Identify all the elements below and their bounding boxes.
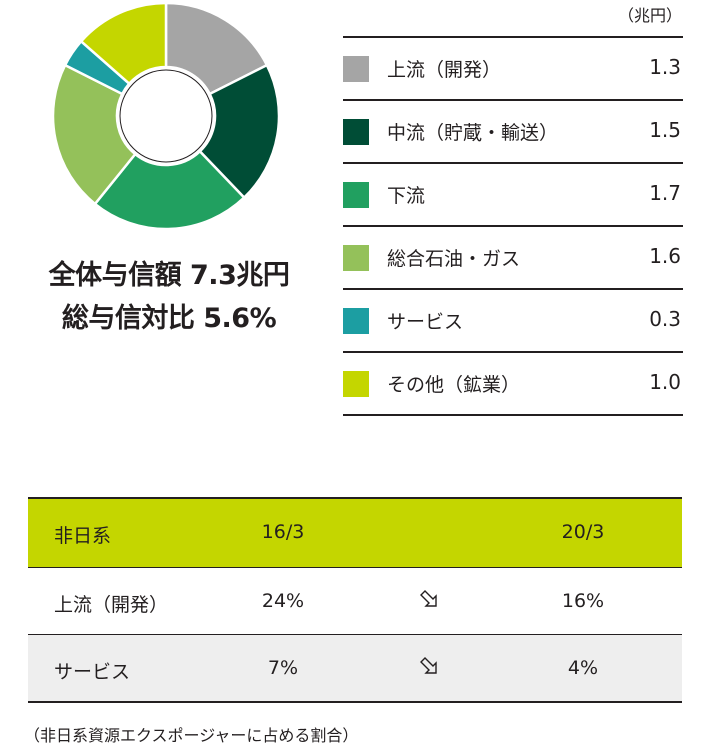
down-right-arrow-icon bbox=[420, 657, 437, 674]
header-label: 非日系 bbox=[54, 525, 112, 547]
legend-value: 1.5 bbox=[649, 118, 681, 142]
slice-0 bbox=[164, 1, 269, 96]
legend-item: 総合石油・ガス 1.6 bbox=[343, 225, 683, 288]
slice-3 bbox=[51, 63, 137, 206]
chart-legend: 上流（開発） 1.3 中流（貯蔵・輸送） 1.5 下流 1.7 総合石油・ガス 1.6 サービス… bbox=[343, 36, 683, 416]
header-col-16-3: 16/3 bbox=[261, 521, 305, 543]
row-value-20-3: 4% bbox=[567, 657, 599, 679]
legend-value: 1.6 bbox=[649, 244, 681, 268]
row-value-20-3: 16% bbox=[561, 590, 605, 612]
row-label: サービス bbox=[54, 661, 131, 683]
legend-item: 上流（開発） 1.3 bbox=[343, 36, 683, 99]
legend-label: サービス bbox=[387, 311, 464, 333]
legend-value: 1.0 bbox=[649, 370, 681, 394]
legend-item: 下流 1.7 bbox=[343, 162, 683, 225]
legend-value: 1.7 bbox=[649, 181, 681, 205]
footnote: （非日系資源エクスポージャーに占める割合） bbox=[24, 726, 359, 745]
legend-label: その他（鉱業） bbox=[387, 374, 521, 396]
legend-swatch bbox=[343, 119, 369, 145]
slice-2 bbox=[93, 149, 246, 231]
legend-item: 中流（貯蔵・輸送） 1.5 bbox=[343, 99, 683, 162]
table-header-row: 非日系 16/3 20/3 bbox=[28, 497, 682, 567]
credit-ratio: 総与信対比 5.6% bbox=[61, 303, 277, 334]
table-row: サービス 7% 4% bbox=[28, 635, 682, 703]
legend-value: 0.3 bbox=[649, 307, 681, 331]
non-japanese-exposure-table: 非日系 16/3 20/3 上流（開発） 24% 16% サービス 7% 4% bbox=[28, 497, 682, 703]
legend-swatch bbox=[343, 371, 369, 397]
legend-swatch bbox=[343, 245, 369, 271]
legend-item: その他（鉱業） 1.0 bbox=[343, 351, 683, 416]
legend-label: 中流（貯蔵・輸送） bbox=[387, 122, 559, 144]
legend-swatch bbox=[343, 56, 369, 82]
total-credit-amount: 全体与信額 7.3兆円 bbox=[48, 260, 290, 291]
slice-1 bbox=[198, 63, 281, 200]
donut-hole bbox=[119, 69, 213, 163]
header-col-20-3: 20/3 bbox=[561, 521, 605, 543]
donut-chart bbox=[51, 1, 281, 231]
legend-value: 1.3 bbox=[649, 55, 681, 79]
table-row: 上流（開発） 24% 16% bbox=[28, 567, 682, 635]
legend-swatch bbox=[343, 182, 369, 208]
legend-label: 総合石油・ガス bbox=[387, 248, 521, 270]
row-value-16-3: 24% bbox=[261, 590, 305, 612]
legend-label: 上流（開発） bbox=[387, 59, 502, 81]
row-label: 上流（開発） bbox=[54, 594, 169, 616]
slice-5 bbox=[79, 1, 168, 86]
legend-swatch bbox=[343, 308, 369, 334]
legend-label: 下流 bbox=[387, 185, 426, 207]
down-right-arrow-icon bbox=[420, 590, 437, 607]
legend-item: サービス 0.3 bbox=[343, 288, 683, 351]
unit-label: （兆円） bbox=[617, 6, 682, 25]
row-value-16-3: 7% bbox=[267, 657, 299, 679]
